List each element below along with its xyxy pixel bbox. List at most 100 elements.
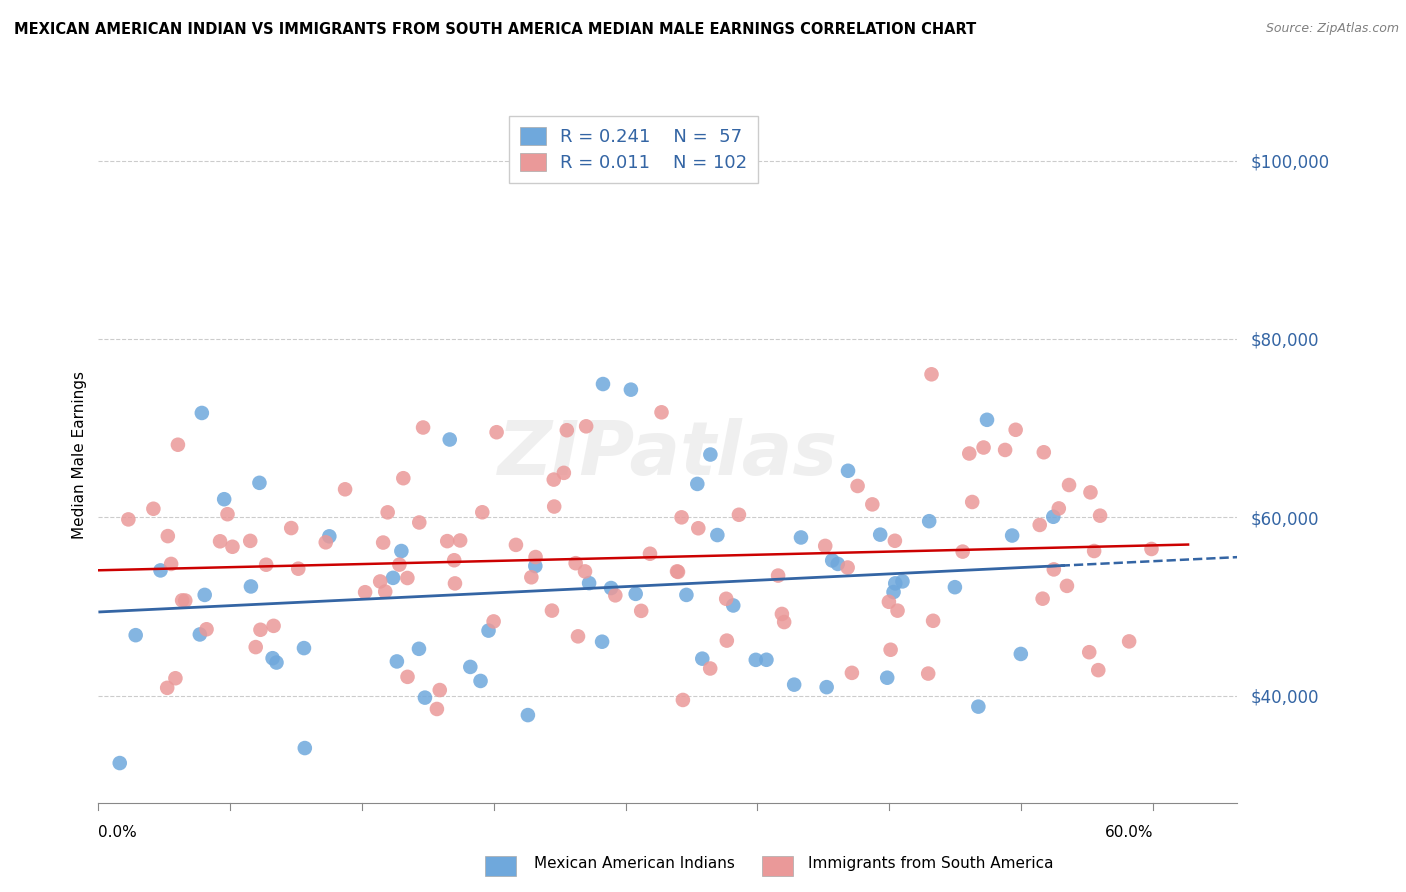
Point bbox=[1140, 541, 1163, 556]
Point bbox=[408, 641, 430, 656]
Point bbox=[543, 500, 565, 514]
Point bbox=[239, 533, 262, 548]
Point bbox=[217, 507, 239, 521]
Point bbox=[876, 671, 898, 685]
Point bbox=[716, 591, 738, 606]
Text: Immigrants from South America: Immigrants from South America bbox=[808, 856, 1054, 871]
Point bbox=[918, 514, 941, 528]
Point bbox=[574, 565, 596, 579]
Point bbox=[686, 477, 709, 491]
Point bbox=[869, 527, 891, 541]
Point bbox=[471, 505, 494, 519]
Point bbox=[318, 529, 340, 543]
Point bbox=[1010, 647, 1032, 661]
Point bbox=[436, 534, 458, 549]
Point bbox=[575, 419, 598, 434]
Point bbox=[690, 651, 713, 665]
Point bbox=[766, 568, 789, 582]
Point bbox=[194, 588, 217, 602]
Point bbox=[396, 670, 419, 684]
Point bbox=[960, 495, 983, 509]
Point bbox=[125, 628, 148, 642]
Point bbox=[605, 588, 627, 602]
Point bbox=[666, 565, 689, 579]
Point bbox=[967, 699, 990, 714]
Point bbox=[877, 595, 900, 609]
Point bbox=[745, 653, 768, 667]
Point bbox=[921, 368, 943, 382]
Point bbox=[630, 604, 652, 618]
Point bbox=[368, 574, 391, 589]
Point bbox=[188, 627, 211, 641]
Text: 0.0%: 0.0% bbox=[98, 825, 138, 840]
Point bbox=[543, 473, 565, 487]
Point bbox=[591, 634, 613, 648]
Point bbox=[389, 544, 412, 558]
Legend: R = 0.241    N =  57, R = 0.011    N = 102: R = 0.241 N = 57, R = 0.011 N = 102 bbox=[509, 116, 758, 183]
Point bbox=[263, 619, 285, 633]
Point bbox=[1083, 544, 1105, 558]
Point bbox=[280, 521, 302, 535]
Point bbox=[266, 656, 288, 670]
Point bbox=[524, 559, 547, 574]
Point bbox=[382, 571, 405, 585]
Point bbox=[520, 570, 543, 584]
Point bbox=[408, 516, 430, 530]
Point bbox=[553, 466, 575, 480]
Point bbox=[564, 556, 586, 570]
Point bbox=[413, 690, 436, 705]
Point bbox=[221, 540, 243, 554]
Text: 60.0%: 60.0% bbox=[1105, 825, 1153, 840]
Point bbox=[444, 576, 467, 591]
Point bbox=[392, 471, 415, 485]
Point bbox=[239, 579, 262, 593]
Y-axis label: Median Male Earnings: Median Male Earnings bbox=[72, 371, 87, 539]
Point bbox=[883, 533, 905, 548]
Point bbox=[1047, 501, 1070, 516]
Point bbox=[149, 563, 172, 577]
Point bbox=[592, 377, 614, 392]
Text: Mexican American Indians: Mexican American Indians bbox=[534, 856, 735, 871]
Point bbox=[524, 549, 547, 564]
Point bbox=[209, 534, 232, 549]
Point bbox=[245, 640, 267, 654]
Point bbox=[1088, 508, 1111, 523]
Point bbox=[1028, 517, 1050, 532]
Point bbox=[790, 531, 813, 545]
Point bbox=[172, 593, 194, 607]
Point bbox=[287, 562, 309, 576]
Point bbox=[167, 438, 190, 452]
Point bbox=[773, 615, 796, 629]
Point bbox=[426, 702, 449, 716]
Point bbox=[1118, 634, 1140, 648]
Point bbox=[815, 680, 838, 694]
Text: ZIPatlas: ZIPatlas bbox=[498, 418, 838, 491]
Point bbox=[994, 442, 1017, 457]
Point bbox=[505, 538, 527, 552]
Point bbox=[723, 599, 745, 613]
Point bbox=[195, 622, 218, 636]
Point bbox=[891, 574, 914, 589]
Text: Source: ZipAtlas.com: Source: ZipAtlas.com bbox=[1265, 22, 1399, 36]
Point bbox=[449, 533, 471, 548]
Text: MEXICAN AMERICAN INDIAN VS IMMIGRANTS FROM SOUTH AMERICA MEDIAN MALE EARNINGS CO: MEXICAN AMERICAN INDIAN VS IMMIGRANTS FR… bbox=[14, 22, 976, 37]
Point bbox=[354, 585, 377, 599]
Point bbox=[783, 678, 806, 692]
Point bbox=[917, 666, 939, 681]
Point bbox=[675, 588, 697, 602]
Point bbox=[699, 448, 721, 462]
Point bbox=[108, 756, 131, 770]
Point bbox=[516, 708, 538, 723]
Point bbox=[879, 642, 901, 657]
Point bbox=[973, 441, 995, 455]
Point bbox=[374, 584, 396, 599]
Point bbox=[728, 508, 751, 522]
Point bbox=[396, 571, 419, 585]
Point bbox=[460, 660, 482, 674]
Point bbox=[385, 655, 408, 669]
Point bbox=[1057, 478, 1080, 492]
Point bbox=[952, 544, 974, 558]
Point bbox=[624, 587, 647, 601]
Point bbox=[439, 433, 461, 447]
Point bbox=[841, 665, 863, 680]
